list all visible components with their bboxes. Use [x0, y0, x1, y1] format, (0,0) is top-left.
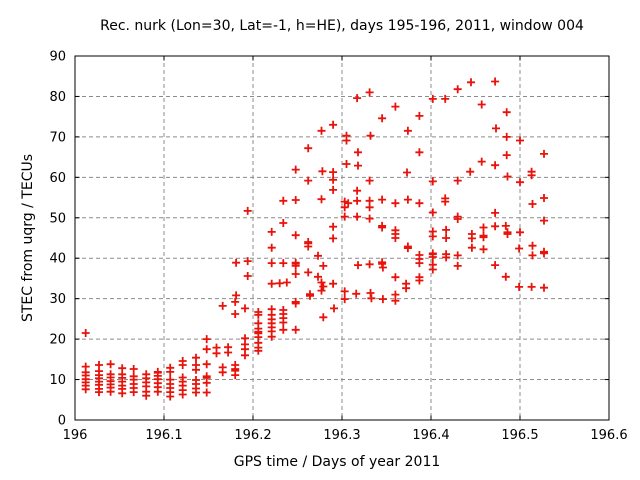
plot-title: Rec. nurk (Lon=30, Lat=-1, h=HE), days 1… — [100, 18, 584, 34]
x-tick-label: 196 — [63, 428, 88, 443]
x-tick-label: 196.5 — [501, 428, 538, 443]
y-tick-label: 30 — [49, 292, 66, 307]
y-tick-label: 0 — [58, 414, 66, 429]
y-tick-label: 90 — [49, 50, 66, 65]
x-axis-label: GPS time / Days of year 2011 — [234, 454, 441, 470]
y-tick-label: 10 — [49, 373, 66, 388]
gridlines — [75, 56, 609, 420]
x-tick-label: 196.6 — [590, 428, 627, 443]
y-axis-label: STEC from uqrg / TECUs — [20, 154, 36, 322]
y-tick-label: 80 — [49, 90, 66, 105]
x-tick-label: 196.2 — [234, 428, 271, 443]
y-tick-label: 50 — [49, 211, 66, 226]
x-tick-label: 196.3 — [323, 428, 360, 443]
data-points-path — [81, 77, 548, 401]
y-tick-label: 40 — [49, 252, 66, 267]
x-tick-label: 196.4 — [412, 428, 449, 443]
tick-labels: 196 196.1 196.2 196.3 196.4 196.5 196.6 0 10 20 30… — [49, 50, 627, 444]
data-points — [81, 77, 548, 401]
y-tick-label: 70 — [49, 130, 66, 145]
y-tick-label: 60 — [49, 171, 66, 186]
axis-ticks — [74, 55, 610, 421]
x-tick-label: 196.1 — [145, 428, 182, 443]
y-tick-label: 20 — [49, 333, 66, 348]
